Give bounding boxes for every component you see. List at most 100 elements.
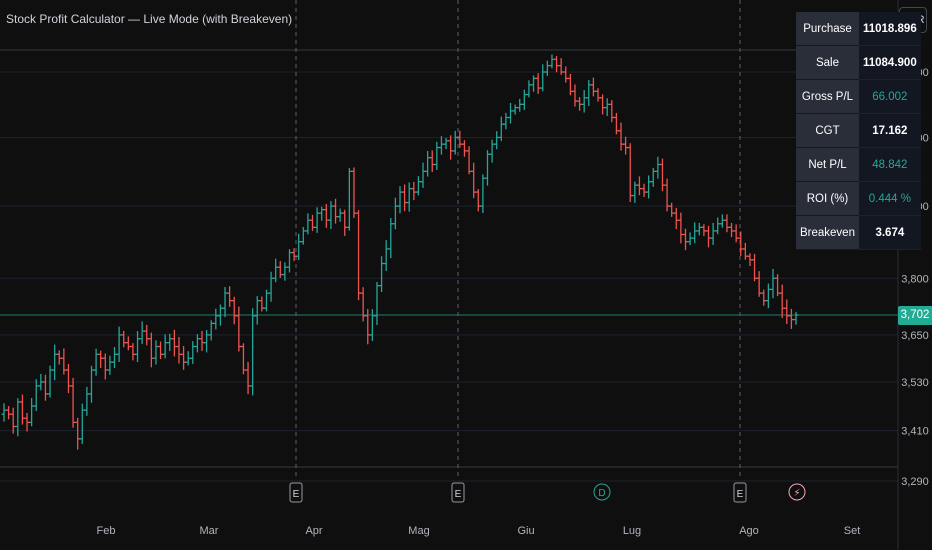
ohlc-bar — [641, 183, 647, 197]
ohlc-bar — [38, 373, 44, 391]
ohlc-bar — [415, 176, 421, 196]
ohlc-bar — [158, 341, 164, 360]
dividend-marker[interactable]: D — [593, 483, 611, 501]
earnings-marker[interactable]: E — [289, 482, 303, 503]
ohlc-bar — [540, 64, 546, 92]
ohlc-bar — [627, 143, 633, 203]
ohlc-bar — [245, 361, 251, 395]
ohlc-bar — [61, 348, 67, 375]
stats-row: Breakeven 3.674 — [796, 215, 921, 250]
x-tick-label: Apr — [305, 525, 322, 537]
ohlc-bar — [508, 103, 514, 124]
ohlc-bar — [443, 137, 449, 150]
ohlc-bar — [6, 406, 12, 420]
ohlc-bar — [719, 214, 725, 228]
ohlc-bar — [222, 287, 228, 318]
ohlc-bar — [517, 98, 523, 112]
ohlc-bar — [42, 374, 48, 401]
x-tick-label: Lug — [623, 525, 641, 537]
ohlc-bar — [15, 398, 21, 437]
ohlc-bar — [618, 122, 624, 151]
ohlc-bar — [775, 274, 781, 297]
ohlc-bar — [554, 56, 560, 73]
ohlc-bar — [291, 248, 297, 262]
ohlc-bar — [655, 156, 661, 179]
ohlc-bar — [369, 309, 375, 341]
y-tick-label: 3,530 — [901, 377, 929, 389]
ohlc-bar — [752, 253, 758, 282]
x-tick-label: Feb — [97, 525, 116, 537]
ohlc-bar — [659, 158, 665, 192]
y-tick-label: 3,800 — [901, 273, 929, 285]
stats-value: 11018.896 — [858, 12, 921, 46]
price-bars — [1, 54, 799, 450]
grid-lines — [0, 0, 899, 550]
stats-row: Net P/L 48.842 — [796, 147, 921, 182]
ohlc-bar — [52, 344, 58, 381]
ohlc-bar — [600, 94, 606, 115]
ohlc-bar — [733, 224, 739, 243]
ohlc-bar — [669, 202, 675, 217]
earnings-marker[interactable]: E — [733, 482, 747, 503]
ohlc-bar — [402, 184, 408, 212]
last-price-tag: 3,702 — [898, 305, 932, 325]
ohlc-bar — [784, 299, 790, 324]
ohlc-bar — [346, 168, 352, 231]
ohlc-bar — [406, 182, 412, 212]
ohlc-bar — [531, 75, 537, 92]
ohlc-bar — [392, 197, 398, 230]
ohlc-bar — [756, 271, 762, 297]
ohlc-bar — [379, 256, 385, 293]
stats-row: ROI (%) 0.444 % — [796, 181, 921, 216]
ohlc-bar — [706, 225, 712, 248]
stats-row: Sale 11084.900 — [796, 45, 921, 80]
svg-text:⚡: ⚡ — [793, 488, 800, 499]
ohlc-bar — [664, 178, 670, 212]
ohlc-bar — [572, 84, 578, 107]
x-tick-label: Giu — [517, 525, 534, 537]
stats-label: CGT — [796, 113, 859, 148]
stats-label: Purchase — [796, 12, 859, 46]
stats-label: Breakeven — [796, 215, 859, 250]
ohlc-bar — [296, 233, 302, 261]
y-tick-label: 3,650 — [901, 330, 929, 342]
ohlc-bar — [646, 175, 652, 199]
earnings-marker[interactable]: E — [451, 482, 465, 503]
stats-label: Gross P/L — [796, 79, 859, 114]
ohlc-bar — [47, 365, 53, 398]
ohlc-bar — [544, 60, 550, 76]
ohlc-bar — [29, 398, 35, 427]
ohlc-bar — [79, 403, 85, 444]
stats-value: 3.674 — [858, 215, 921, 250]
ohlc-bar — [208, 320, 214, 341]
ohlc-bar — [365, 309, 371, 345]
ohlc-bar — [213, 308, 219, 330]
ohlc-bar — [33, 379, 39, 412]
ohlc-bar — [171, 329, 177, 357]
ohlc-bar — [388, 218, 394, 259]
ohlc-bar — [673, 207, 679, 229]
ohlc-bar — [88, 365, 94, 403]
ohlc-bar — [526, 80, 532, 98]
ohlc-bar — [383, 240, 389, 271]
ohlc-bar — [139, 321, 145, 345]
ohlc-bar — [448, 135, 454, 160]
ohlc-bar — [623, 136, 629, 155]
ohlc-bar — [93, 348, 99, 376]
ohlc-bar — [595, 88, 601, 102]
ohlc-bar — [314, 207, 320, 233]
ohlc-bar — [779, 284, 785, 319]
stats-value: 48.842 — [858, 147, 921, 182]
ohlc-bar — [420, 162, 426, 188]
split-marker[interactable]: ⚡ — [788, 483, 806, 501]
ohlc-bar — [452, 130, 458, 155]
ohlc-bar — [342, 209, 348, 236]
svg-text:E: E — [737, 489, 744, 500]
ohlc-bar — [148, 332, 154, 368]
ohlc-bar — [70, 377, 76, 428]
ohlc-bar — [457, 130, 463, 148]
ohlc-bar — [397, 186, 403, 214]
ohlc-bar — [98, 350, 104, 368]
